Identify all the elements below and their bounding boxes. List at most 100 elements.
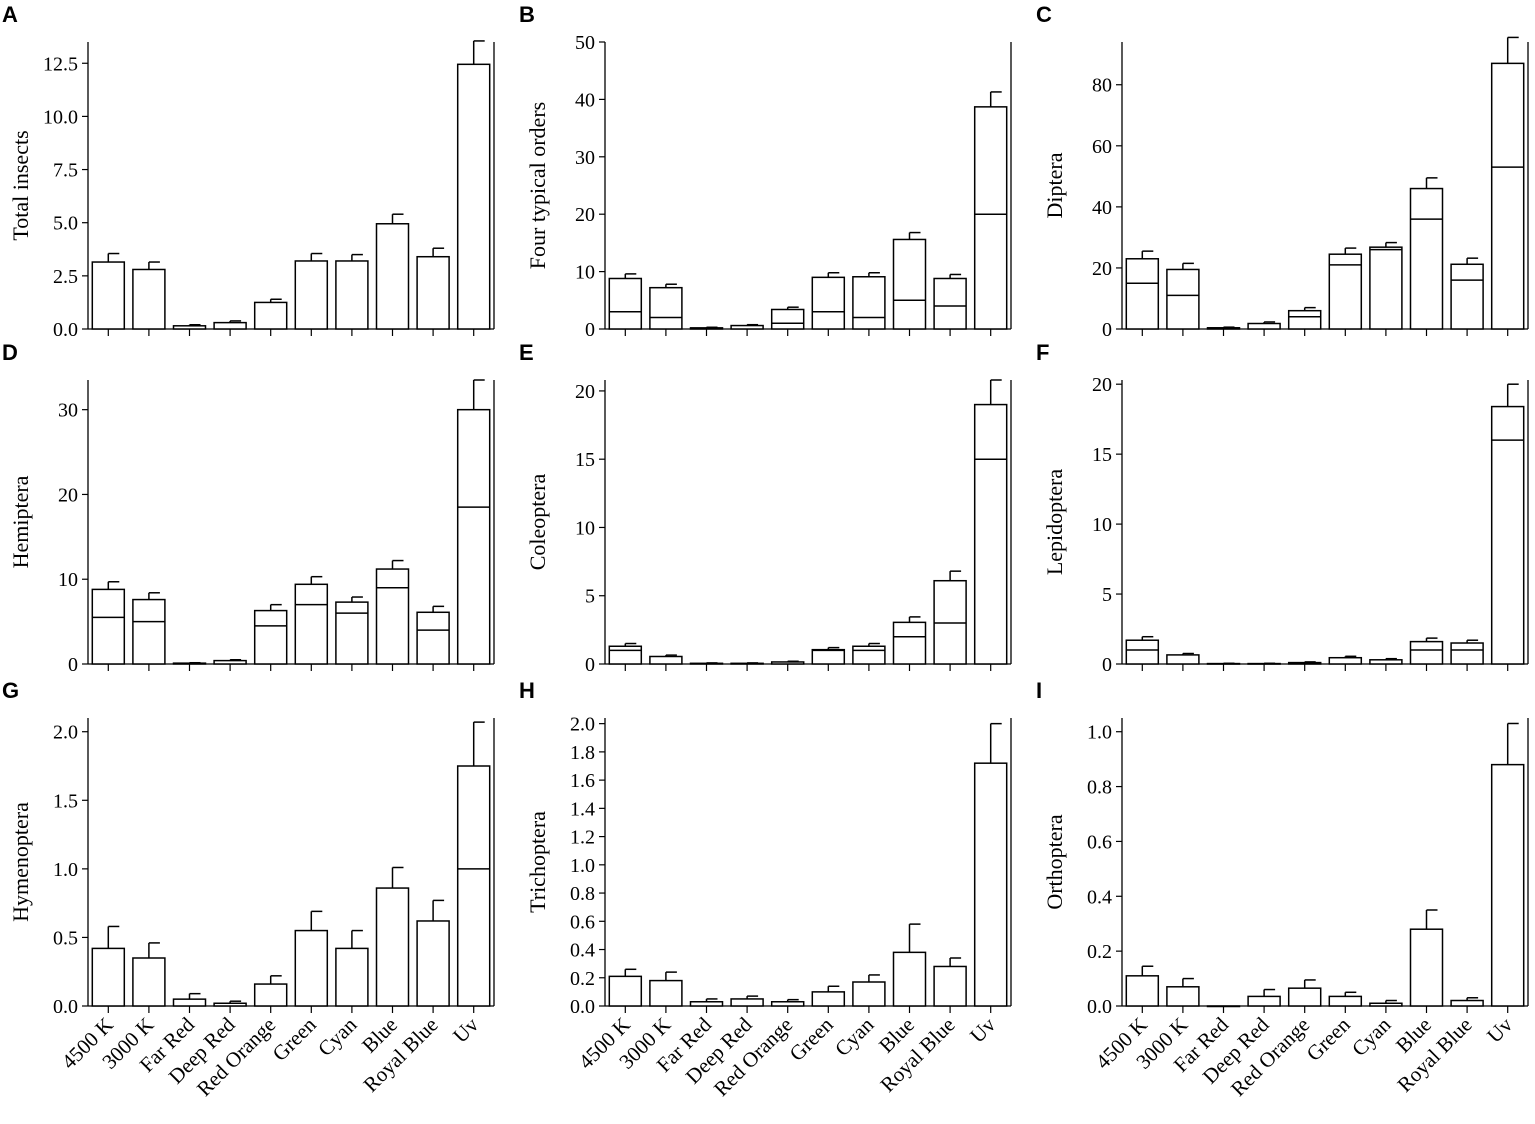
category-label: Cyan: [1347, 1012, 1396, 1061]
bar: [253, 983, 288, 1007]
bar: [1450, 642, 1484, 665]
category-label: Uv: [448, 1012, 483, 1047]
bar: [91, 947, 126, 1007]
bar: [1287, 987, 1322, 1007]
y-tick-label: 30: [58, 400, 78, 422]
bar: [933, 965, 967, 1007]
bar: [213, 321, 247, 330]
bar: [91, 261, 126, 330]
bar: [1247, 662, 1281, 665]
y-tick-label: 15: [575, 449, 595, 471]
y-tick-label: 2.0: [53, 722, 78, 744]
bar: [172, 662, 207, 665]
bar: [649, 655, 683, 665]
bar: [1166, 654, 1200, 665]
panel-letter: D: [2, 340, 18, 365]
category-label: Green: [785, 1012, 839, 1066]
panel-e: E 0 5 10 15 20 Coleoptera: [519, 340, 1012, 676]
y-axis-title: Diptera: [1042, 152, 1067, 218]
y-tick-label: 0.6: [1087, 831, 1112, 853]
bar: [1125, 639, 1160, 665]
y-tick-label: 0.4: [1087, 886, 1112, 908]
bar: [1287, 661, 1322, 665]
y-tick-label: 20: [1092, 374, 1112, 396]
y-tick-label: 20: [58, 484, 78, 506]
bar: [770, 1001, 805, 1007]
bar: [689, 327, 724, 330]
bar: [294, 929, 329, 1007]
bar: [213, 1002, 247, 1007]
bar: [933, 277, 967, 330]
bar: [132, 268, 166, 330]
y-tick-label: 10: [58, 569, 78, 591]
bar: [689, 1001, 724, 1007]
y-tick-label: 2.5: [53, 266, 78, 288]
panel-letter: A: [2, 2, 18, 27]
y-tick-label: 0.8: [1087, 777, 1112, 799]
bar: [1247, 995, 1281, 1007]
bar: [1125, 975, 1160, 1007]
bar: [253, 301, 288, 330]
panel-f: F 0 5 10 15 20 Lepidoptera: [1036, 340, 1529, 676]
bar: [811, 276, 846, 330]
y-axis-title: Total insects: [8, 130, 33, 240]
y-tick-label: 0: [1102, 654, 1112, 676]
y-tick-label: 1.4: [570, 798, 595, 820]
category-label: Green: [1302, 1012, 1356, 1066]
y-tick-label: 20: [1092, 258, 1112, 280]
bar: [892, 951, 927, 1007]
bar: [172, 325, 207, 330]
y-tick-label: 20: [575, 204, 595, 226]
bar: [1409, 187, 1444, 330]
bar: [1409, 928, 1444, 1007]
bar: [1206, 327, 1241, 330]
category-label: Uv: [1482, 1012, 1517, 1047]
y-tick-label: 10: [575, 517, 595, 539]
bar: [852, 981, 886, 1007]
category-label: Green: [268, 1012, 322, 1066]
y-tick-label: 0.0: [53, 996, 78, 1018]
y-axis-title: Hymenoptera: [8, 802, 33, 922]
bar: [1450, 999, 1484, 1007]
bar: [1166, 268, 1200, 330]
y-tick-label: 0.0: [53, 319, 78, 341]
bar: [213, 659, 247, 665]
y-axis-title: Four typical orders: [525, 102, 550, 269]
bar: [375, 223, 410, 330]
bar: [1328, 995, 1363, 1007]
bar: [1206, 662, 1241, 665]
bar: [375, 887, 410, 1007]
bar: [1409, 640, 1444, 665]
panel-letter: G: [2, 678, 19, 703]
bar: [172, 998, 207, 1007]
category-label: Cyan: [830, 1012, 879, 1061]
y-tick-label: 20: [575, 381, 595, 403]
bar: [456, 408, 491, 665]
bar: [456, 765, 491, 1007]
bar: [132, 957, 166, 1007]
bar: [335, 260, 369, 330]
bar: [416, 255, 450, 330]
bar: [1206, 1005, 1241, 1008]
bar: [811, 648, 846, 665]
panel-c: C 0 20 40 60 80 Diptera: [1036, 2, 1529, 341]
bar: [375, 568, 410, 665]
category-label: Cyan: [313, 1012, 362, 1061]
panel-letter: E: [519, 340, 534, 365]
y-tick-label: 5: [585, 586, 595, 608]
y-tick-label: 1.0: [1087, 722, 1112, 744]
bar: [1490, 763, 1525, 1007]
y-tick-label: 1.5: [53, 790, 78, 812]
y-tick-label: 30: [575, 147, 595, 169]
y-tick-label: 1.0: [53, 859, 78, 881]
bar: [1125, 258, 1160, 330]
bar: [811, 991, 846, 1007]
bar: [253, 609, 288, 665]
y-tick-label: 40: [575, 89, 595, 111]
y-axis-title: Coleoptera: [525, 474, 550, 571]
y-tick-label: 60: [1092, 136, 1112, 158]
panel-letter: C: [1036, 2, 1052, 27]
